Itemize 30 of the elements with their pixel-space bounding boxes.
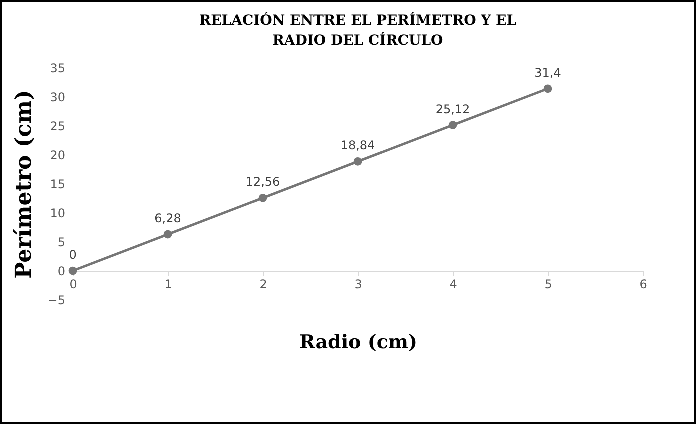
x-tick-label: 3 xyxy=(354,278,362,292)
y-tick-label: 0 xyxy=(58,264,66,278)
x-tick-label: 4 xyxy=(450,278,458,292)
data-label: 12,56 xyxy=(246,175,280,190)
x-axis-title: Radio (cm) xyxy=(300,332,418,354)
y-axis-title: Perímetro (cm) xyxy=(10,90,37,279)
point xyxy=(258,194,268,202)
data-label: 6,28 xyxy=(154,212,182,226)
y-tick-label: 10 xyxy=(50,206,66,220)
point xyxy=(164,230,172,239)
data-label: 18,84 xyxy=(340,138,376,153)
x-tick-label: 0 xyxy=(70,278,78,292)
y-tick-label: 15 xyxy=(50,178,66,192)
y-tick-label: 20 xyxy=(50,148,66,162)
data-label: 25,12 xyxy=(436,102,470,116)
data-label: 31,4 xyxy=(534,66,562,80)
x-tick-label: 1 xyxy=(164,278,172,292)
data-label: 0 xyxy=(69,248,77,262)
y-tick-label: 35 xyxy=(50,62,66,76)
y-tick-label: 30 xyxy=(50,90,66,104)
y-tick-label: 25 xyxy=(50,120,66,134)
x-tick-label: 2 xyxy=(260,278,268,292)
y-tick-label: 5 xyxy=(58,236,66,250)
x-tick-label: 6 xyxy=(640,278,648,292)
x-tick-label: 5 xyxy=(544,278,552,292)
point xyxy=(354,158,362,166)
point xyxy=(544,84,552,94)
y-tick-label: −5 xyxy=(48,294,66,308)
chart-title: RELACIÓN ENTRE EL PERÍMETRO Y EL RADIO DEL CÍRCULO xyxy=(199,12,517,49)
point xyxy=(448,121,458,130)
